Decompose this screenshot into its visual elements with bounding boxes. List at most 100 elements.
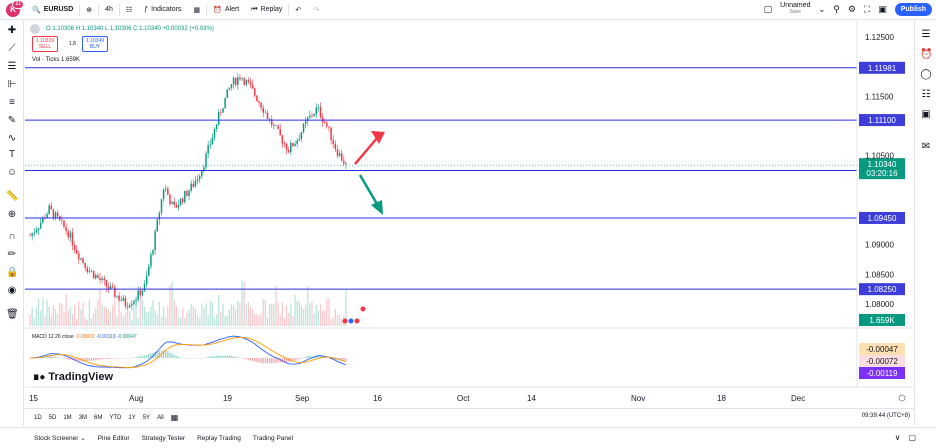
lock-icon[interactable]: 🔒 <box>6 267 19 278</box>
volume-bar <box>345 289 347 326</box>
camera-icon[interactable]: ▣ <box>878 3 887 14</box>
alert-button[interactable]: ⏰ Alert <box>213 6 240 14</box>
trash-icon[interactable]: 🗑 <box>6 309 19 320</box>
interval-button[interactable]: 4h <box>105 6 113 13</box>
calendar-icon[interactable]: ▣ <box>921 109 931 120</box>
signal-line <box>30 336 347 368</box>
macd-histogram-bar <box>283 358 286 363</box>
price-chart[interactable]: 1.119811.111001.102501.094501.082501.103… <box>25 21 914 408</box>
range-5d[interactable]: 5D <box>48 414 57 421</box>
alarm-clock-icon[interactable]: ⏰ <box>920 49 933 60</box>
candle-body <box>332 140 334 144</box>
macd-histogram-bar <box>69 358 71 360</box>
pitchfork-icon[interactable]: ⊩ <box>7 79 17 90</box>
candle-body <box>211 137 214 145</box>
volume-bar <box>266 317 269 326</box>
candle-body <box>230 84 233 88</box>
range-1y[interactable]: 1Y <box>128 414 136 421</box>
candle-body <box>154 231 156 250</box>
publish-button[interactable]: Publish <box>894 2 932 16</box>
level-price-label: 1.08250 <box>868 285 897 294</box>
collapse-icon[interactable]: ∨ <box>894 433 901 442</box>
settings-icon[interactable]: ⚙ <box>847 3 856 14</box>
candle-body <box>88 270 91 272</box>
data-window-icon[interactable]: ◯ <box>920 69 932 80</box>
candle-body <box>181 198 184 203</box>
volume-bar <box>78 301 80 326</box>
indicators-button[interactable]: ƒ Indicators <box>144 6 182 13</box>
time-tick-label: Oct <box>457 394 470 403</box>
hotlists-icon[interactable]: ☷ <box>921 89 931 100</box>
volume-bar <box>71 314 74 326</box>
candle-body <box>103 278 106 281</box>
tab-stock-screener[interactable]: Stock Screener ⌄ <box>34 435 86 442</box>
undo-button[interactable]: ↶ <box>289 0 307 20</box>
macd-histogram-bar <box>171 353 173 358</box>
candle-body <box>196 179 199 181</box>
tab-trading-panel[interactable]: Trading Panel <box>252 434 294 442</box>
layout-name[interactable]: Unnamed Save <box>780 2 811 15</box>
maximize-icon[interactable]: ▢ <box>908 433 916 442</box>
user-avatar[interactable]: K 21 <box>6 0 24 17</box>
templates-button[interactable]: ▦ <box>188 0 207 20</box>
text-icon[interactable]: T <box>8 149 16 160</box>
ruler-icon[interactable]: 📏 <box>6 191 19 202</box>
volume-bar <box>59 303 61 326</box>
macd-histogram-bar <box>103 358 105 359</box>
eye-icon[interactable]: ◉ <box>7 285 17 296</box>
watchlist-icon[interactable]: ☰ <box>921 29 931 40</box>
range-6m[interactable]: 6M <box>94 414 103 421</box>
volume-bar <box>33 318 35 326</box>
crosshair-icon[interactable]: ✚ <box>7 25 17 36</box>
zoom-icon[interactable]: ⊕ <box>7 209 17 220</box>
tab-pine-editor[interactable]: Pine Editor <box>97 434 130 442</box>
layout-icon[interactable]: ▢ <box>763 3 773 14</box>
replay-button[interactable]: ⏮ Replay <box>251 5 283 14</box>
tradingview-logo[interactable]: ∎● TradingView <box>33 371 113 383</box>
macd-histogram-bar <box>141 355 144 358</box>
search-icon[interactable]: ⚲ <box>833 3 840 14</box>
brush-icon[interactable]: ✎ <box>7 115 17 126</box>
redo-button[interactable]: ↷ <box>307 0 325 20</box>
macd-histogram-bar <box>237 356 239 358</box>
volume-bar <box>277 302 279 326</box>
trend-line-icon[interactable]: ⟋ <box>8 43 16 54</box>
volume-bar <box>63 312 65 326</box>
range-1d[interactable]: 1D <box>34 414 42 421</box>
range-ytd[interactable]: YTD <box>109 414 122 421</box>
level-price-label: 1.09450 <box>868 214 897 223</box>
magnet-icon[interactable]: ∩ <box>8 231 16 242</box>
candle-body <box>241 78 243 80</box>
chart-type-button[interactable]: ☷ <box>120 0 138 20</box>
chevron-down-icon[interactable]: ⌄ <box>818 4 826 14</box>
stay-drawing-icon[interactable]: ✏ <box>7 249 17 260</box>
symbol-search[interactable]: 🔍 EURUSD <box>26 0 79 20</box>
buy-button[interactable]: 1.10349 BUY <box>82 36 108 52</box>
candle-body <box>188 190 190 196</box>
goto-date-icon[interactable]: ▦ <box>170 413 179 422</box>
sell-button[interactable]: 1.10329 SELL <box>32 36 58 52</box>
candle-body <box>50 205 53 210</box>
tab-strategy-tester[interactable]: Strategy Tester <box>141 434 186 442</box>
volume-bar <box>326 299 328 326</box>
time-tick-label: Sep <box>295 394 310 403</box>
patterns-icon[interactable]: ∿ <box>7 133 17 144</box>
candle-body <box>101 278 103 281</box>
emoji-icon[interactable]: ☺ <box>6 167 18 178</box>
compare-button[interactable]: ⊕ <box>80 0 98 20</box>
candle-body <box>334 143 337 150</box>
horizontal-lines-icon[interactable]: ☰ <box>7 61 17 72</box>
fib-retracement-icon[interactable]: ≡ <box>9 97 15 108</box>
range-5y[interactable]: 5Y <box>142 414 151 421</box>
range-3m[interactable]: 3M <box>78 414 88 421</box>
volume-bar <box>137 318 139 326</box>
candle-body <box>300 132 303 139</box>
range-all[interactable]: All <box>157 414 164 421</box>
clock[interactable]: 09:39:44 (UTC+8) <box>861 413 910 419</box>
tab-replay-trading[interactable]: Replay Trading <box>197 434 241 442</box>
volume-bar <box>247 302 250 326</box>
chat-icon[interactable]: ✉ <box>921 141 931 152</box>
candle-body <box>260 102 262 108</box>
range-1m[interactable]: 1M <box>63 414 72 421</box>
fullscreen-icon[interactable]: ⛶ <box>863 3 871 14</box>
